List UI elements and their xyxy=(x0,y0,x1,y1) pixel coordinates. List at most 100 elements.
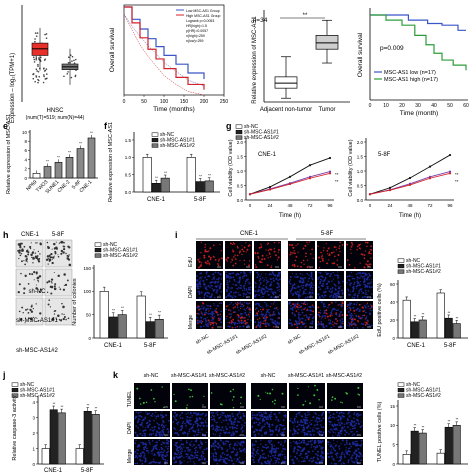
cell-nucleus xyxy=(297,308,299,310)
legend-swatch-0 xyxy=(235,124,243,129)
colony-dot xyxy=(48,280,51,283)
cell-nucleus xyxy=(260,320,262,322)
sig-mark: ** xyxy=(455,172,459,177)
cell-nucleus xyxy=(242,325,245,328)
cell-nucleus xyxy=(222,414,224,416)
cell-nucleus xyxy=(245,307,248,310)
cell-nucleus xyxy=(156,441,159,444)
cell-nucleus xyxy=(204,243,207,246)
colony-dot xyxy=(58,318,61,321)
micrograph-tile xyxy=(134,383,170,409)
cell-nucleus xyxy=(348,442,351,445)
cell-nucleus xyxy=(337,282,340,285)
cell-nucleus xyxy=(328,290,331,293)
cell-nucleus xyxy=(307,243,309,245)
cell-nucleus xyxy=(325,271,327,273)
cell-nucleus xyxy=(229,295,232,298)
cell-nucleus xyxy=(298,423,301,426)
cell-nucleus xyxy=(278,294,281,297)
cell-nucleus xyxy=(323,302,325,305)
cell-nucleus xyxy=(246,297,248,299)
cell-nucleus xyxy=(312,257,314,259)
cell-nucleus xyxy=(207,323,209,325)
cell-nucleus xyxy=(187,449,190,451)
cell-nucleus xyxy=(202,413,205,415)
cell-nucleus xyxy=(258,285,260,287)
cell-nucleus xyxy=(178,455,180,457)
cell-nucleus xyxy=(311,292,314,294)
cell-nucleus xyxy=(331,399,333,401)
cell-nucleus xyxy=(293,427,295,429)
cell-nucleus xyxy=(319,455,322,458)
cell-nucleus xyxy=(263,425,266,428)
panel-j-cat-1: CNE-1 xyxy=(44,468,63,474)
cell-nucleus xyxy=(216,289,219,292)
cell-nucleus xyxy=(349,458,351,460)
cell-nucleus xyxy=(299,317,301,319)
cell-nucleus xyxy=(293,448,295,451)
cell-nucleus xyxy=(225,305,228,308)
growth-point xyxy=(408,176,412,180)
condition-label: sh-MSC-AS1#2 xyxy=(209,373,245,379)
category-label: CNE-2 xyxy=(57,179,72,194)
cell-nucleus xyxy=(259,260,262,263)
cell-nucleus xyxy=(330,429,332,431)
cell-nucleus xyxy=(356,458,359,461)
cell-nucleus xyxy=(348,314,351,316)
cell-nucleus xyxy=(340,303,343,306)
cell-nucleus xyxy=(229,275,232,278)
outlier-point xyxy=(73,59,75,62)
legend-label: Logrank p=0.0053 xyxy=(186,19,214,23)
x-tick-label: 96 xyxy=(327,203,333,208)
cell-nucleus xyxy=(201,305,203,307)
cell-nucleus xyxy=(293,304,296,307)
cell-nucleus xyxy=(244,322,247,325)
cell-nucleus xyxy=(149,420,152,423)
cell-nucleus xyxy=(319,420,321,423)
cell-nucleus xyxy=(195,439,198,442)
cell-nucleus xyxy=(213,427,215,429)
colony-dot xyxy=(67,258,71,261)
cell-nucleus xyxy=(363,314,366,317)
cell-nucleus xyxy=(233,458,235,460)
cell-nucleus xyxy=(308,293,311,295)
cell-nucleus xyxy=(267,304,269,307)
cell-nucleus xyxy=(168,434,170,436)
cell-nucleus xyxy=(249,271,252,274)
cell-nucleus xyxy=(139,418,141,421)
cell-nucleus xyxy=(186,415,189,419)
colony-dot xyxy=(35,287,38,290)
cell-nucleus xyxy=(355,315,358,318)
growth-point xyxy=(288,175,292,178)
cell-nucleus xyxy=(349,302,352,305)
cell-nucleus xyxy=(264,423,266,425)
cell-nucleus xyxy=(350,241,353,244)
cell-nucleus xyxy=(198,458,201,461)
cell-nucleus xyxy=(231,425,234,428)
cell-nucleus xyxy=(186,440,188,442)
cell-nucleus xyxy=(244,451,246,453)
cell-nucleus xyxy=(210,284,212,287)
cell-nucleus xyxy=(340,325,342,327)
cell-nucleus xyxy=(298,449,300,452)
cell-nucleus xyxy=(356,284,359,287)
cell-nucleus xyxy=(155,417,157,420)
cell-nucleus xyxy=(352,442,355,445)
cell-nucleus xyxy=(350,312,352,315)
cell-nucleus xyxy=(371,293,373,295)
cell-nucleus xyxy=(295,441,298,443)
cell-nucleus xyxy=(208,262,210,264)
cell-nucleus xyxy=(348,450,351,453)
cell-nucleus xyxy=(243,263,246,265)
cell-nucleus xyxy=(324,305,327,308)
legend-swatch-1 xyxy=(94,248,102,253)
cell-nucleus xyxy=(322,249,325,252)
cell-nucleus xyxy=(187,413,189,415)
cell-nucleus xyxy=(137,420,140,423)
cell-nucleus xyxy=(202,280,204,282)
cell-nucleus xyxy=(194,447,196,450)
cell-nucleus xyxy=(310,275,313,278)
cell-nucleus xyxy=(199,325,202,328)
cell-nucleus xyxy=(307,318,310,321)
cell-nucleus xyxy=(317,245,319,247)
